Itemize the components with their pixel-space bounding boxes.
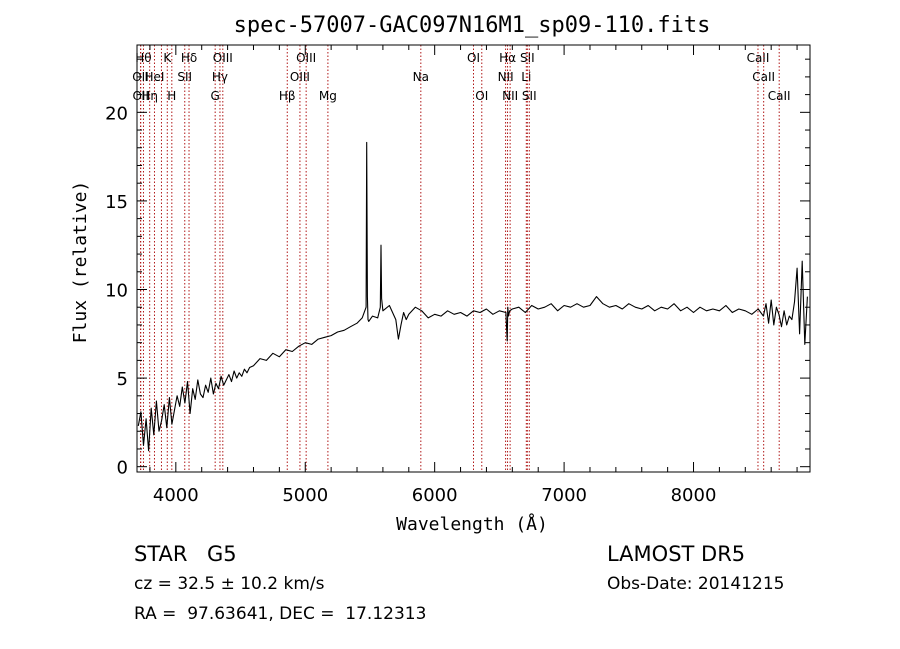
spectrum-line [137,141,808,452]
line-marker-label: SII [522,89,537,103]
line-marker-label: CaII [752,70,775,84]
line-marker-label: Hδ [181,51,197,65]
line-marker-label: OI [467,51,480,65]
line-marker-label: Hα [499,51,516,65]
x-tick-label: 7000 [541,485,587,506]
line-marker-label: OI [475,89,488,103]
redshift-velocity: cz = 32.5 ± 10.2 km/s [134,574,325,594]
line-marker-label: Hβ [279,89,296,103]
x-tick-label: 8000 [671,485,717,506]
line-marker-label: H [167,89,176,103]
line-marker-label: HeI [144,70,164,84]
line-marker-label: SII [520,51,535,65]
object-class: STAR [134,542,188,566]
y-tick-label: 20 [105,103,128,124]
observation-date: Obs-Date: 20141215 [607,574,785,594]
x-tick-label: 6000 [412,485,458,506]
y-tick-label: 0 [117,458,128,479]
survey-name: LAMOST DR5 [607,542,746,566]
line-marker-label: G [211,89,220,103]
plot-frame [136,44,811,473]
x-tick-label: 4000 [153,485,199,506]
line-marker-label: Na [413,70,429,84]
axes: 4000 5000 6000 7000 8000 0 5 10 15 20 [105,45,810,506]
line-marker-label: Li [521,70,531,84]
line-marker-label: OIII [290,70,310,84]
line-marker-label: OIII [296,51,316,65]
y-tick-label: 5 [117,369,128,390]
chart-title: spec-57007-GAC097N16M1_sp09-110.fits [234,13,711,38]
y-tick-label: 15 [105,192,128,213]
line-marker-label: Mg [319,89,337,103]
sky-coordinates: RA = 97.63641, DEC = 17.12313 [134,604,427,624]
line-marker-label: Hγ [212,70,228,84]
emission-line-markers: HθOIIOIIHηHeIKHSIIHδGHγOIIIHβOIIIOIIIMgN… [132,45,791,472]
line-marker-label: NII [498,70,514,84]
line-marker-label: SII [177,70,192,84]
line-marker-label: CaII [768,89,791,103]
spectrum-series [137,141,808,452]
line-marker-label: K [163,51,172,65]
x-tick-label: 5000 [282,485,328,506]
line-marker-label: NII [502,89,518,103]
y-tick-label: 10 [105,281,128,302]
x-axis-label: Wavelength (Å) [396,513,548,535]
line-marker-label: Hθ [135,51,151,65]
y-axis-label: Flux (relative) [70,181,91,344]
line-marker-label: OIII [213,51,233,65]
line-marker-label: Hη [141,89,158,103]
line-marker-label: CaII [747,51,770,65]
object-subclass: G5 [207,542,237,566]
